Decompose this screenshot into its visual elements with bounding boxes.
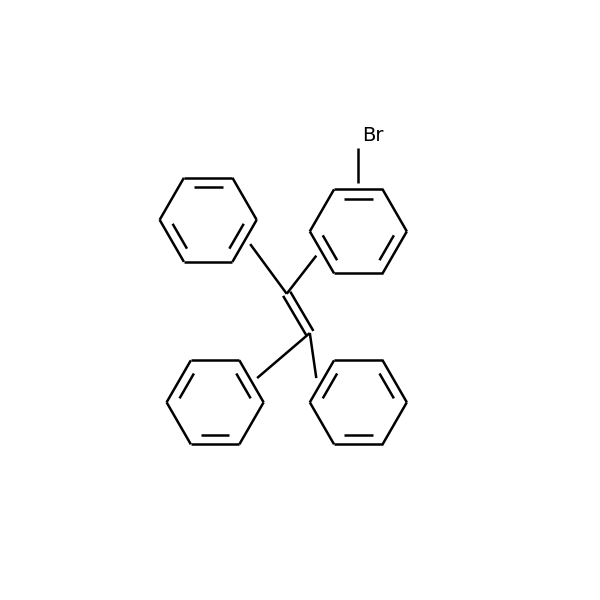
Text: Br: Br [362, 125, 383, 145]
